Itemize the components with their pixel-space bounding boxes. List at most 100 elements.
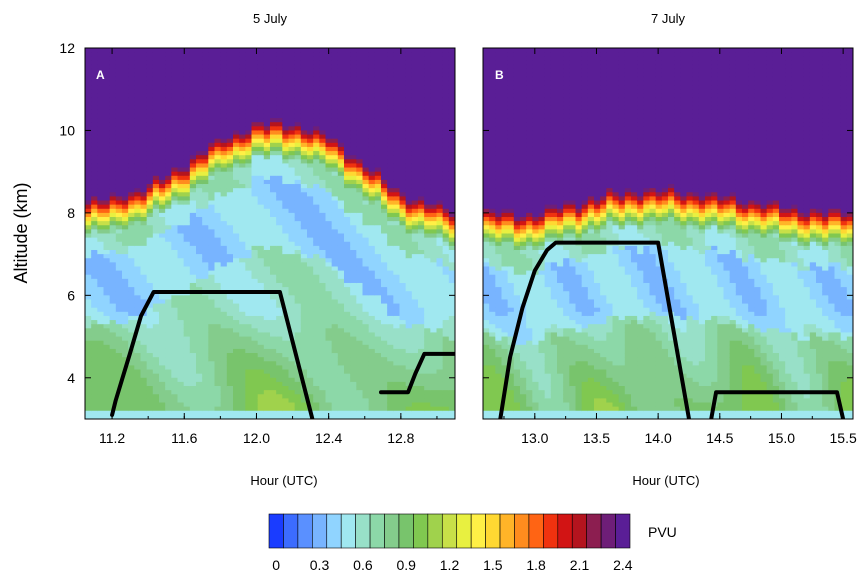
panel-a-pv-cell [146, 336, 154, 342]
panel-a-pv-cell [424, 134, 431, 140]
panel-a-pv-cell [97, 340, 105, 346]
panel-a-pv-cell [374, 225, 382, 230]
panel-a-pv-cell [344, 109, 351, 115]
panel-a-pv-cell [344, 85, 351, 90]
panel-a-pv-cell [220, 155, 228, 160]
panel-a-pv-cell [411, 245, 419, 251]
panel-a-pv-cell [189, 324, 197, 329]
panel-a-pv-cell [128, 200, 135, 206]
panel-a-pv-cell [282, 48, 290, 53]
panel-a-pv-cell [393, 146, 401, 152]
panel-a-pv-cell [350, 89, 357, 94]
panel-a-pv-cell [171, 402, 179, 408]
panel-a-pv-cell [122, 348, 129, 354]
panel-a-pv-cell [233, 344, 240, 350]
panel-a-pv-cell [356, 151, 364, 156]
panel-a-pv-cell [344, 373, 351, 379]
panel-a-pv-cell [387, 394, 394, 399]
panel-a-pv-cell [146, 155, 154, 160]
panel-a-pv-cell [307, 348, 314, 354]
panel-a-pv-cell [337, 233, 345, 239]
panel-a-pv-cell [171, 299, 179, 305]
panel-a-pv-cell [282, 361, 290, 367]
panel-a-pv-cell [393, 76, 401, 82]
panel-a-pv-cell [411, 282, 419, 288]
panel-a-pv-cell [331, 295, 339, 301]
panel-a-pv-cell [85, 171, 92, 177]
panel-a-pv-cell [257, 328, 265, 334]
panel-a-pv-cell [374, 48, 382, 53]
panel-a-pv-cell [393, 282, 401, 288]
panel-a-pv-cell [152, 373, 160, 379]
panel-a-pv-cell [337, 340, 345, 346]
panel-a-pv-cell [294, 307, 302, 313]
panel-a-pv-cell [134, 406, 142, 412]
panel-a-pv-cell [405, 233, 413, 239]
panel-a-pv-cell [134, 192, 142, 197]
panel-a-pv-cell [319, 175, 327, 181]
panel-a-pv-cell [103, 270, 111, 276]
panel-a-pv-cell [202, 80, 209, 86]
panel-a-pv-cell [152, 68, 160, 74]
panel-a-pv-cell [128, 225, 135, 230]
panel-a-pv-cell [331, 130, 339, 136]
panel-a-pv-cell [282, 200, 290, 206]
panel-a-pv-cell [165, 287, 172, 292]
panel-a-pv-cell [134, 134, 142, 140]
panel-a-pv-cell [381, 167, 388, 173]
panel-a-pv-cell [91, 303, 98, 309]
panel-a-pv-cell [109, 332, 117, 338]
panel-a-pv-cell [159, 410, 166, 416]
panel-a-pv-cell [313, 118, 320, 123]
panel-a-pv-cell [337, 68, 345, 74]
panel-a-pv-cell [270, 390, 277, 395]
panel-a-pv-cell [146, 390, 154, 395]
panel-a-pv-cell [263, 208, 271, 214]
panel-a-pv-cell [233, 320, 240, 325]
panel-a-pv-cell [411, 212, 419, 218]
panel-a-pv-cell [381, 406, 388, 412]
panel-a-pv-cell [239, 336, 246, 342]
panel-a-pv-cell [109, 365, 117, 371]
panel-a-pv-cell [276, 134, 283, 140]
panel-a-pv-cell [350, 307, 357, 313]
panel-a-pv-cell [239, 394, 246, 399]
panel-a-pv-cell [263, 414, 271, 419]
panel-a-pv-cell [239, 93, 246, 99]
panel-a-pv-cell [177, 68, 185, 74]
panel-a-pv-cell [226, 344, 234, 350]
panel-a-pv-cell [331, 406, 339, 412]
panel-a-pv-cell [97, 208, 105, 214]
panel-a-pv-cell [282, 348, 290, 354]
panel-a-pv-cell [220, 262, 228, 268]
panel-a-pv-cell [208, 303, 216, 309]
panel-a-pv-cell [374, 142, 382, 148]
panel-a-pv-cell [362, 163, 370, 169]
panel-a-pv-cell [196, 344, 203, 350]
panel-a-pv-cell [313, 76, 320, 82]
panel-a-pv-cell [109, 146, 117, 152]
panel-a-pv-cell [411, 101, 419, 107]
panel-a-pv-cell [411, 241, 419, 247]
panel-a-pv-cell [214, 64, 222, 70]
panel-a-pv-cell [251, 122, 259, 127]
panel-a-pv-cell [233, 282, 240, 288]
panel-a-pv-cell [418, 68, 425, 74]
panel-a-pv-cell [202, 324, 209, 329]
panel-a-pv-cell [220, 245, 228, 251]
panel-a-pv-cell [387, 105, 394, 111]
panel-a-pv-cell [189, 142, 197, 148]
panel-a-pv-cell [91, 386, 98, 391]
panel-a-pv-cell [214, 245, 222, 251]
panel-a-pv-cell [165, 278, 172, 284]
panel-a-pv-cell [214, 254, 222, 259]
panel-a-pv-cell [368, 386, 376, 391]
panel-a-pv-cell [313, 229, 320, 235]
panel-a-pv-cell [300, 410, 308, 416]
panel-a-pv-cell [263, 406, 271, 412]
panel-a-pv-cell [220, 357, 228, 362]
panel-a-pv-cell [134, 270, 142, 276]
panel-a-pv-cell [270, 270, 277, 276]
panel-a-pv-cell [245, 212, 253, 218]
panel-a-pv-cell [300, 245, 308, 251]
